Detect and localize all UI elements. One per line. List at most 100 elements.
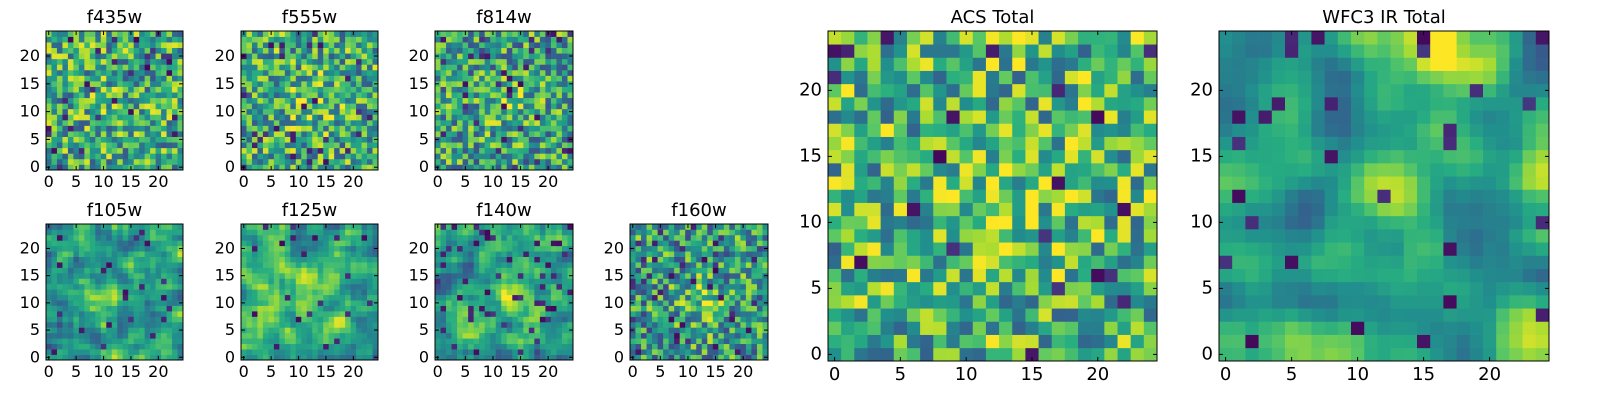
heatmap-cell [729,283,736,290]
heatmap-cell [841,255,855,269]
heatmap-cell [468,86,474,93]
heatmap-cell [479,86,486,93]
heatmap-cell [462,256,469,263]
heatmap-cell [946,242,960,256]
heatmap-cell [155,103,162,110]
heatmap-cell [517,294,524,301]
heatmap-cell [479,164,486,171]
heatmap-cell [495,354,502,361]
heatmap-cell [350,327,357,334]
heatmap-cell [367,305,373,312]
heatmap-cell [734,343,741,350]
heatmap-cell [122,64,129,71]
heatmap-cell [306,343,313,350]
heatmap-cell [707,321,714,328]
heatmap-cell [312,224,319,230]
heatmap-cell [1117,321,1132,335]
heatmap-cell [906,163,921,177]
heatmap-cell [56,131,63,137]
heatmap-cell [501,69,508,76]
heatmap-cell [534,251,541,257]
heatmap-cell [177,125,184,132]
y-tick-label: 5 [225,320,235,339]
heatmap-cell [356,58,362,65]
heatmap-cell [117,142,124,149]
heatmap-cell [517,289,524,296]
heatmap-cell [718,272,725,279]
heatmap-cell [334,81,340,87]
heatmap-cell [56,240,63,247]
heatmap-cell [290,262,297,268]
heatmap-cell [273,272,280,279]
heatmap-cell [501,64,508,71]
heatmap-cell [451,294,458,301]
heatmap-cell [46,92,52,99]
heatmap-cell [646,267,653,274]
heatmap-cell [701,229,708,236]
heatmap-cell [111,267,118,274]
heatmap-cell [301,64,308,71]
heatmap-cell [312,81,319,87]
heatmap-cell [550,131,557,137]
heatmap-cell [89,327,96,334]
heatmap-cell [306,321,313,328]
heatmap-cell [133,311,140,317]
heatmap-cell [328,64,335,71]
heatmap-cell [78,354,85,361]
heatmap-cell [933,163,947,177]
heatmap-cell [534,108,541,115]
heatmap-cell [841,149,855,164]
heatmap-cell [372,349,379,355]
heatmap-cell [539,300,546,306]
heatmap-cell [323,300,330,306]
heatmap-cell [512,332,519,339]
heatmap-cell [177,256,184,263]
heatmap-cell [561,256,568,263]
heatmap-cell [246,31,253,37]
heatmap-cell [139,81,145,87]
heatmap-cell [523,278,530,285]
heatmap-cell [663,300,669,306]
heatmap-cell [273,119,280,126]
heatmap-cell [972,163,987,177]
heatmap-cell [78,245,85,252]
heatmap-cell [690,294,697,301]
heatmap-cell [561,114,568,121]
heatmap-cell [512,283,519,290]
heatmap-cell [51,316,58,323]
heatmap-cell [328,131,335,137]
heatmap-cell [523,36,530,43]
heatmap-cell [295,136,302,143]
heatmap-cell [473,97,480,104]
heatmap-cell [880,163,895,177]
heatmap-cell [339,142,346,149]
heatmap-cell [257,97,264,104]
heatmap-cell [100,349,107,355]
heatmap-cell [312,272,319,279]
heatmap-cell [56,125,63,132]
heatmap-cell [89,158,96,165]
heatmap-cell [985,321,1000,335]
heatmap-cell [56,338,63,345]
heatmap-cell [707,327,714,334]
heatmap-cell [356,234,362,241]
heatmap-cell [567,234,574,241]
heatmap-cell [106,289,113,296]
heatmap-cell [718,327,725,334]
heatmap-cell [1143,334,1158,349]
heatmap-cell [479,119,486,126]
heatmap-cell [301,343,308,350]
heatmap-cell [273,316,280,323]
heatmap-cell [155,256,162,263]
heatmap-cell [506,294,513,301]
heatmap-cell [290,224,297,230]
heatmap-cell [100,245,107,252]
heatmap-cell [84,283,91,290]
heatmap-cell [534,321,541,328]
heatmap-cell [133,316,140,323]
heatmap-cell [78,119,85,126]
heatmap-cell [473,343,480,350]
y-tick-label: 20 [215,46,235,65]
heatmap-cell [630,289,636,296]
heatmap-cell [534,147,541,154]
